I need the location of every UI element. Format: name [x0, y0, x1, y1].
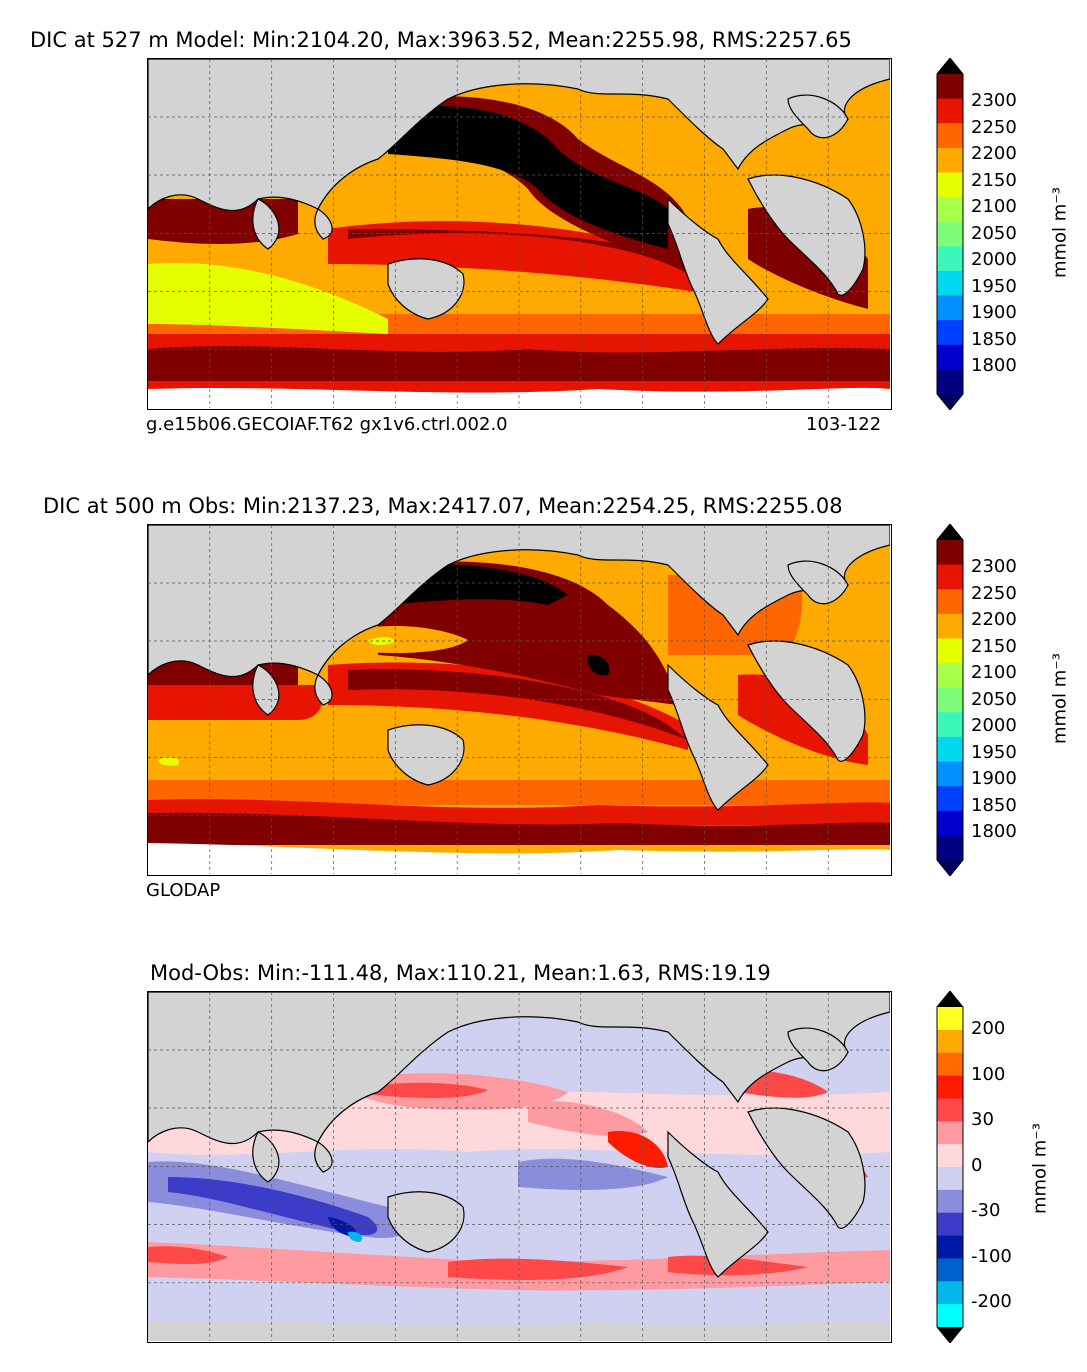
cbar-2-tick: 2250	[971, 583, 1017, 604]
panel-2-title: DIC at 500 m Obs: Min:2137.23, Max:2417.…	[43, 494, 843, 518]
colorbar-segment	[937, 295, 963, 321]
panel-1-colorbar	[934, 57, 966, 411]
panel-1-units-label: mmol m⁻³	[1049, 186, 1071, 279]
cbar-1-tick: 2150	[971, 170, 1017, 191]
colorbar-segment	[937, 344, 963, 370]
cbar-2-tick: 2050	[971, 689, 1017, 710]
colorbar-segment	[937, 1029, 963, 1054]
cbar-1-tick: 2300	[971, 90, 1017, 111]
colorbar-segment	[937, 172, 963, 198]
colorbar-segment	[937, 147, 963, 173]
cbar-1-tick: 1950	[971, 276, 1017, 297]
cbar-2-tick: 2000	[971, 715, 1017, 736]
colorbar-segment	[937, 1258, 963, 1282]
colorbar-over-arrow	[937, 58, 963, 74]
cbar-1-tick: 1850	[971, 329, 1017, 350]
panel-3-title: Mod-Obs: Min:-111.48, Max:110.21, Mean:1…	[150, 961, 771, 985]
cbar-3-tick: 200	[971, 1018, 1006, 1039]
colorbar-outline	[936, 57, 964, 411]
colorbar-segment	[937, 1167, 963, 1191]
colorbar-segment	[937, 1304, 963, 1328]
cbar-2-tick: 1950	[971, 742, 1017, 763]
colorbar-segment	[937, 786, 963, 812]
panel-1-title: DIC at 527 m Model: Min:2104.20, Max:396…	[30, 28, 852, 52]
colorbar-outline	[936, 990, 964, 1344]
colorbar-segment	[937, 663, 963, 689]
cbar-2-tick: 2200	[971, 609, 1017, 630]
cbar-3-tick: 100	[971, 1064, 1006, 1085]
colorbar-segment	[937, 638, 963, 664]
colorbar-segment	[937, 221, 963, 247]
cbar-1-tick: 1900	[971, 302, 1017, 323]
cbar-3-tick: 30	[971, 1109, 994, 1130]
colorbar-segment	[937, 1052, 963, 1077]
colorbar-segment	[937, 712, 963, 738]
panel-2-source: GLODAP	[146, 880, 221, 901]
colorbar-over-arrow	[937, 524, 963, 540]
colorbar-over-arrow	[937, 991, 963, 1007]
colorbar-segment	[937, 123, 963, 149]
colorbar-segment	[937, 540, 963, 566]
panel-3-units-label: mmol m⁻³	[1029, 1122, 1051, 1215]
cbar-1-tick: 2250	[971, 117, 1017, 138]
colorbar-segment	[937, 1212, 963, 1237]
colorbar-outline	[936, 523, 964, 877]
colorbar-segment	[937, 736, 963, 763]
colorbar-segment	[937, 761, 963, 787]
colorbar-segment	[937, 1189, 963, 1214]
panel-3-colorbar	[934, 990, 966, 1344]
panel-2-units-label: mmol m⁻³	[1049, 652, 1071, 745]
colorbar-segment	[937, 564, 963, 590]
panel-3-map	[147, 991, 892, 1343]
cbar-2-tick: 1900	[971, 768, 1017, 789]
cbar-3-tick: -30	[971, 1200, 1001, 1221]
cbar-2-tick: 2150	[971, 636, 1017, 657]
colorbar-segment	[937, 197, 963, 223]
colorbar-segment	[937, 369, 963, 395]
colorbar-segment	[937, 835, 963, 861]
colorbar-segment	[937, 320, 963, 346]
cbar-1-tick: 2050	[971, 223, 1017, 244]
colorbar-segment	[937, 687, 963, 713]
colorbar-segment	[937, 589, 963, 615]
cbar-1-tick: 2200	[971, 143, 1017, 164]
panel-1-year-range: 103-122	[806, 414, 882, 435]
cbar-2-tick: 1850	[971, 795, 1017, 816]
colorbar-segment	[937, 98, 963, 124]
panel-1-map	[147, 58, 892, 410]
colorbar-segment	[937, 1098, 963, 1122]
colorbar-under-arrow	[937, 860, 963, 876]
colorbar-segment	[937, 1075, 963, 1099]
cbar-3-tick: -100	[971, 1246, 1012, 1267]
panel-2-colorbar	[934, 523, 966, 877]
colorbar-segment	[937, 246, 963, 272]
colorbar-segment	[937, 1121, 963, 1145]
cbar-2-tick: 1800	[971, 821, 1017, 842]
colorbar-segment	[937, 1235, 963, 1259]
colorbar-segment	[937, 74, 963, 100]
colorbar-segment	[937, 1007, 963, 1031]
cbar-1-tick: 1800	[971, 355, 1017, 376]
cbar-1-tick: 2100	[971, 196, 1017, 217]
cbar-2-tick: 2100	[971, 662, 1017, 683]
colorbar-segment	[937, 1144, 963, 1168]
colorbar-segment	[937, 270, 963, 297]
colorbar-segment	[937, 1281, 963, 1305]
colorbar-under-arrow	[937, 1327, 963, 1343]
panel-2-map	[147, 524, 892, 876]
cbar-3-tick: -200	[971, 1291, 1012, 1312]
cbar-3-tick: 0	[971, 1155, 983, 1176]
cbar-2-tick: 2300	[971, 556, 1017, 577]
panel-1-case-name: g.e15b06.GECOIAF.T62 gx1v6.ctrl.002.0	[146, 414, 508, 435]
colorbar-segment	[937, 613, 963, 639]
cbar-1-tick: 2000	[971, 249, 1017, 270]
colorbar-under-arrow	[937, 394, 963, 410]
colorbar-segment	[937, 810, 963, 836]
